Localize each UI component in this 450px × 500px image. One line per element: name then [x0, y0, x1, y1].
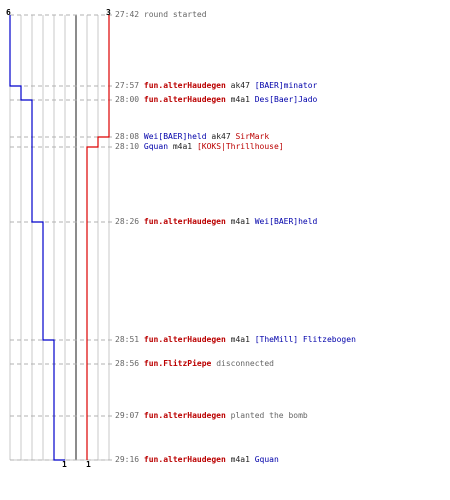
player-name: fun.alterHaudegen — [143, 411, 226, 420]
player-name: fun.alterHaudegen — [143, 455, 226, 464]
player-name: fun.FlitzPiepe — [143, 359, 212, 368]
event-time: 28:08 — [115, 132, 140, 141]
event-message: disconnected — [216, 359, 274, 368]
event-row: 27:42 round started — [115, 10, 207, 20]
weapon-name: m4a1 — [230, 217, 250, 226]
red-team-start-count: 3 — [106, 8, 111, 17]
event-time: 28:10 — [115, 142, 140, 151]
event-row: 28:10 Gquan m4a1 [KOKS|Thrillhouse] — [115, 142, 284, 152]
blue-team-alive-line — [9, 15, 65, 461]
weapon-name: m4a1 — [172, 142, 193, 151]
weapon-name: m4a1 — [230, 335, 250, 344]
player-name: Gquan — [254, 455, 279, 464]
player-name: SirMark — [235, 132, 270, 141]
player-name: Gquan — [143, 142, 169, 151]
player-name: fun.alterHaudegen — [143, 335, 226, 344]
weapon-name: ak47 — [230, 81, 250, 90]
event-row: 28:51 fun.alterHaudegen m4a1 [TheMill] F… — [115, 335, 356, 345]
player-name: fun.alterHaudegen — [143, 95, 226, 104]
red-team-end-count: 1 — [86, 460, 91, 469]
player-name: Wei[BAER]held — [254, 217, 318, 226]
player-name: [KOKS|Thrillhouse] — [196, 142, 284, 151]
player-name: Des[Baer]Jado — [254, 95, 318, 104]
event-row: 28:00 fun.alterHaudegen m4a1 Des[Baer]Ja… — [115, 95, 317, 105]
event-row: 28:56 fun.FlitzPiepe disconnected — [115, 359, 274, 369]
event-time: 27:57 — [115, 81, 140, 90]
player-name: Wei[BAER]held — [143, 132, 207, 141]
player-name: [BAER]minator — [254, 81, 318, 90]
event-row: 29:07 fun.alterHaudegen planted the bomb — [115, 411, 308, 421]
event-time: 29:16 — [115, 455, 140, 464]
event-time: 29:07 — [115, 411, 140, 420]
event-row: 27:57 fun.alterHaudegen ak47 [BAER]minat… — [115, 81, 317, 91]
event-row: 28:26 fun.alterHaudegen m4a1 Wei[BAER]he… — [115, 217, 317, 227]
event-row: 29:16 fun.alterHaudegen m4a1 Gquan — [115, 455, 279, 465]
event-message: round started — [143, 10, 207, 19]
weapon-name: ak47 — [211, 132, 231, 141]
event-time: 28:56 — [115, 359, 140, 368]
player-name: fun.alterHaudegen — [143, 217, 226, 226]
weapon-name: m4a1 — [230, 455, 250, 464]
player-name: [TheMill] Flitzebogen — [254, 335, 356, 344]
blue-team-end-count: 1 — [62, 460, 67, 469]
weapon-name: m4a1 — [230, 95, 250, 104]
blue-team-start-count: 6 — [6, 8, 11, 17]
event-time: 28:51 — [115, 335, 140, 344]
red-team-alive-line — [86, 15, 110, 460]
event-time: 28:26 — [115, 217, 140, 226]
event-row: 28:08 Wei[BAER]held ak47 SirMark — [115, 132, 269, 142]
player-name: fun.alterHaudegen — [143, 81, 226, 90]
event-time: 27:42 — [115, 10, 140, 19]
event-message: planted the bomb — [230, 411, 308, 420]
event-time: 28:00 — [115, 95, 140, 104]
